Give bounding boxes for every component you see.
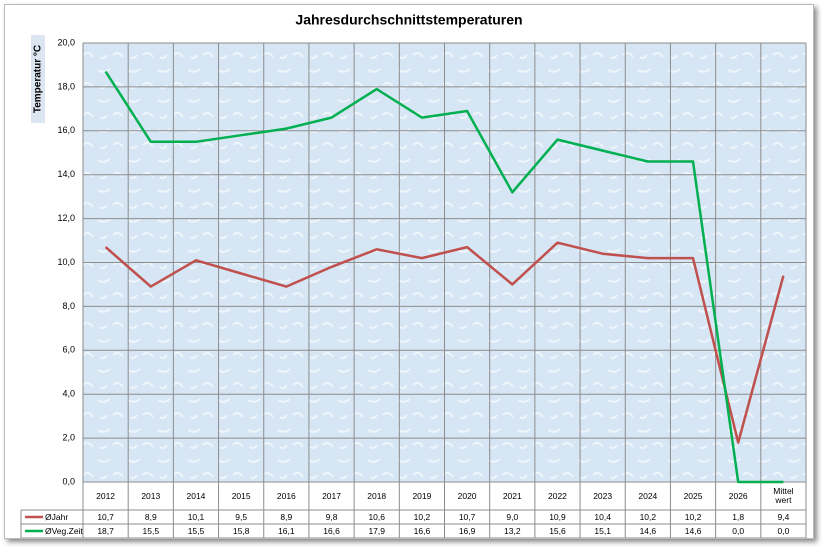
value-label: 10,2 [413,511,431,522]
value-label: 14,6 [639,525,657,536]
value-label: 10,4 [594,511,611,522]
value-label: 16,6 [413,525,431,536]
x-tick-label: 2022 [548,490,567,501]
y-tick-label: 2,0 [62,432,75,442]
value-label: 9,0 [506,511,519,522]
value-label: 0,0 [777,525,790,536]
value-label: 15,5 [142,525,160,536]
x-tick-label: 2026 [728,490,748,501]
y-tick-label: 10,0 [57,257,75,267]
value-label: 15,1 [594,525,611,536]
value-label: 14,6 [684,525,702,536]
x-tick-label: Mittel wert [773,486,794,505]
y-tick-label: 12,0 [57,213,75,223]
value-label: 15,5 [187,525,205,536]
value-label: 16,6 [323,525,340,536]
value-label: 17,9 [368,525,385,536]
y-tick-label: 4,0 [62,389,75,399]
value-label: 10,9 [549,511,566,522]
chart-title: Jahresdurchschnittstemperaturen [295,12,522,28]
x-tick-label: 2021 [502,490,522,501]
y-tick-label: 14,0 [57,169,75,179]
value-label: 10,2 [684,511,702,522]
x-tick-label: 2012 [96,490,116,501]
y-tick-label: 8,0 [62,301,75,311]
y-tick-label: 20,0 [57,37,75,47]
chart-frame: Jahresdurchschnittstemperaturen Temperat… [4,4,814,539]
value-label: 1,8 [732,511,745,522]
x-tick-label: 2014 [186,490,206,501]
value-label: 9,5 [235,511,248,522]
value-label: 9,8 [325,511,338,522]
y-tick-label: 0,0 [62,476,75,486]
value-label: 10,2 [639,511,657,522]
x-tick-label: 2025 [683,490,703,501]
value-label: 10,7 [97,511,114,522]
value-label: 15,8 [232,525,250,536]
x-tick-label: 2015 [231,490,251,501]
x-tick-label: 2019 [412,490,432,501]
value-label: 10,7 [458,511,476,522]
value-label: 0,0 [732,525,745,536]
value-label: 15,6 [549,525,566,536]
legend-label: ØJahr [45,511,69,522]
value-label: 8,9 [144,511,157,522]
value-label: 8,9 [280,511,293,522]
y-label-box [31,35,45,123]
value-label: 18,7 [97,525,114,536]
x-tick-label: 2023 [593,490,613,501]
value-label: 16,1 [278,525,295,536]
y-tick-label: 6,0 [62,345,75,355]
y-tick-label: 18,0 [57,81,75,91]
x-tick-label: 2018 [367,490,387,501]
value-label: 10,1 [187,511,205,522]
value-label: 16,9 [458,525,476,536]
chart: Jahresdurchschnittstemperaturen Temperat… [20,12,807,538]
x-tick-label: 2016 [276,490,296,501]
value-label: 9,4 [777,511,790,522]
x-tick-label: 2017 [322,490,341,501]
x-tick-label: 2024 [638,490,658,501]
x-tick-label: 2013 [141,490,161,501]
value-label: 13,2 [504,525,521,536]
x-tick-label: 2020 [457,490,477,501]
value-label: 10,6 [368,511,385,522]
y-tick-label: 16,0 [57,125,75,135]
y-axis-label: Temperatur °C [33,45,44,113]
series-line [104,241,785,444]
series-line [104,70,784,484]
legend-label: ØVeg.Zeit [45,525,83,536]
